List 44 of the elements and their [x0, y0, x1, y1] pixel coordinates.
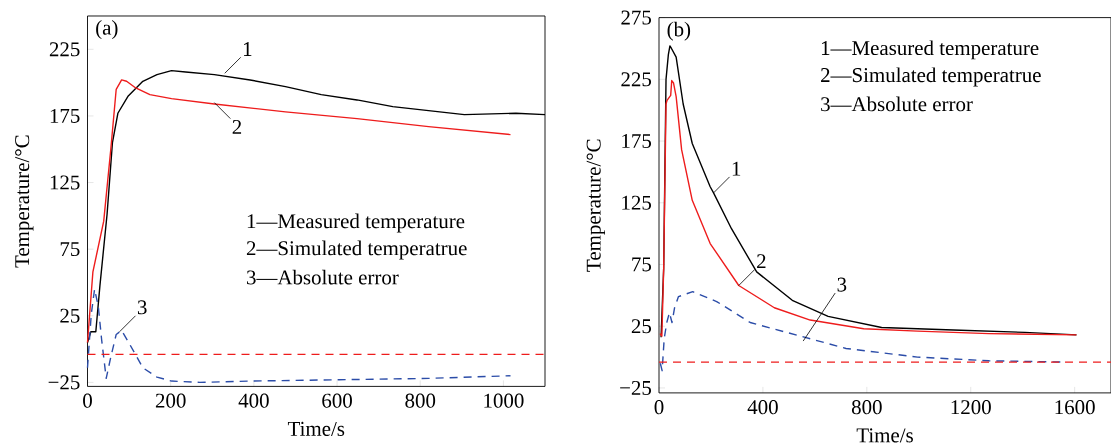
- line-series: [659, 290, 1062, 372]
- y-tick-label: −25: [620, 380, 652, 395]
- annotation: 2: [757, 254, 766, 269]
- y-tick-label: 225: [49, 42, 80, 57]
- y-tick-label: 75: [60, 242, 80, 257]
- y-axis-title: Temperature/°C: [15, 135, 34, 268]
- x-tick-label: 800: [405, 393, 436, 408]
- annotation: 3—Absolute error: [821, 96, 973, 112]
- annotation: 1: [243, 42, 252, 56]
- x-tick-label: 400: [747, 400, 778, 415]
- y-tick-label: 125: [622, 195, 652, 210]
- y-tick-label: 225: [621, 72, 652, 87]
- y-tick-label: 175: [622, 134, 652, 149]
- x-axis-title: Time/s: [856, 428, 913, 443]
- y-tick-label: −25: [48, 375, 80, 390]
- x-tick-label: 1000: [484, 393, 524, 408]
- x-axis-title: Time/s: [287, 421, 345, 436]
- annotation: 1: [732, 161, 741, 176]
- y-tick-label: 175: [50, 108, 80, 123]
- line-series: [86, 288, 512, 384]
- y-tick-label: 125: [50, 175, 80, 190]
- x-tick-label: 0: [83, 393, 92, 408]
- annotation: 3: [137, 300, 147, 315]
- x-tick-label: 800: [851, 400, 882, 415]
- x-tick-label: 400: [238, 393, 269, 408]
- annotation: 1—Measured temperature: [247, 213, 465, 233]
- y-tick-label: 275: [621, 10, 652, 25]
- y-tick-label: 25: [60, 308, 80, 323]
- x-tick-label: 600: [322, 393, 352, 408]
- annotation: 3—Absolute error: [246, 269, 399, 285]
- annotation: 2—Simulated temperatrue: [246, 240, 467, 260]
- chart-title: (a): [96, 20, 118, 40]
- annotation: 3: [837, 277, 847, 292]
- annotation: 2: [232, 119, 242, 134]
- x-tick-label: 200: [155, 393, 186, 408]
- chart-title: (b): [667, 21, 691, 41]
- y-tick-label: 25: [631, 319, 652, 334]
- y-axis-title: Temperature/°C: [586, 139, 605, 272]
- x-tick-label: 1600: [1055, 400, 1095, 415]
- annotation: 1—Measured temperature: [821, 40, 1039, 60]
- y-tick-label: 75: [632, 257, 652, 272]
- annotation: 2—Simulated temperatrue: [821, 67, 1041, 87]
- x-tick-label: 0: [654, 400, 664, 415]
- x-tick-label: 1200: [951, 400, 991, 415]
